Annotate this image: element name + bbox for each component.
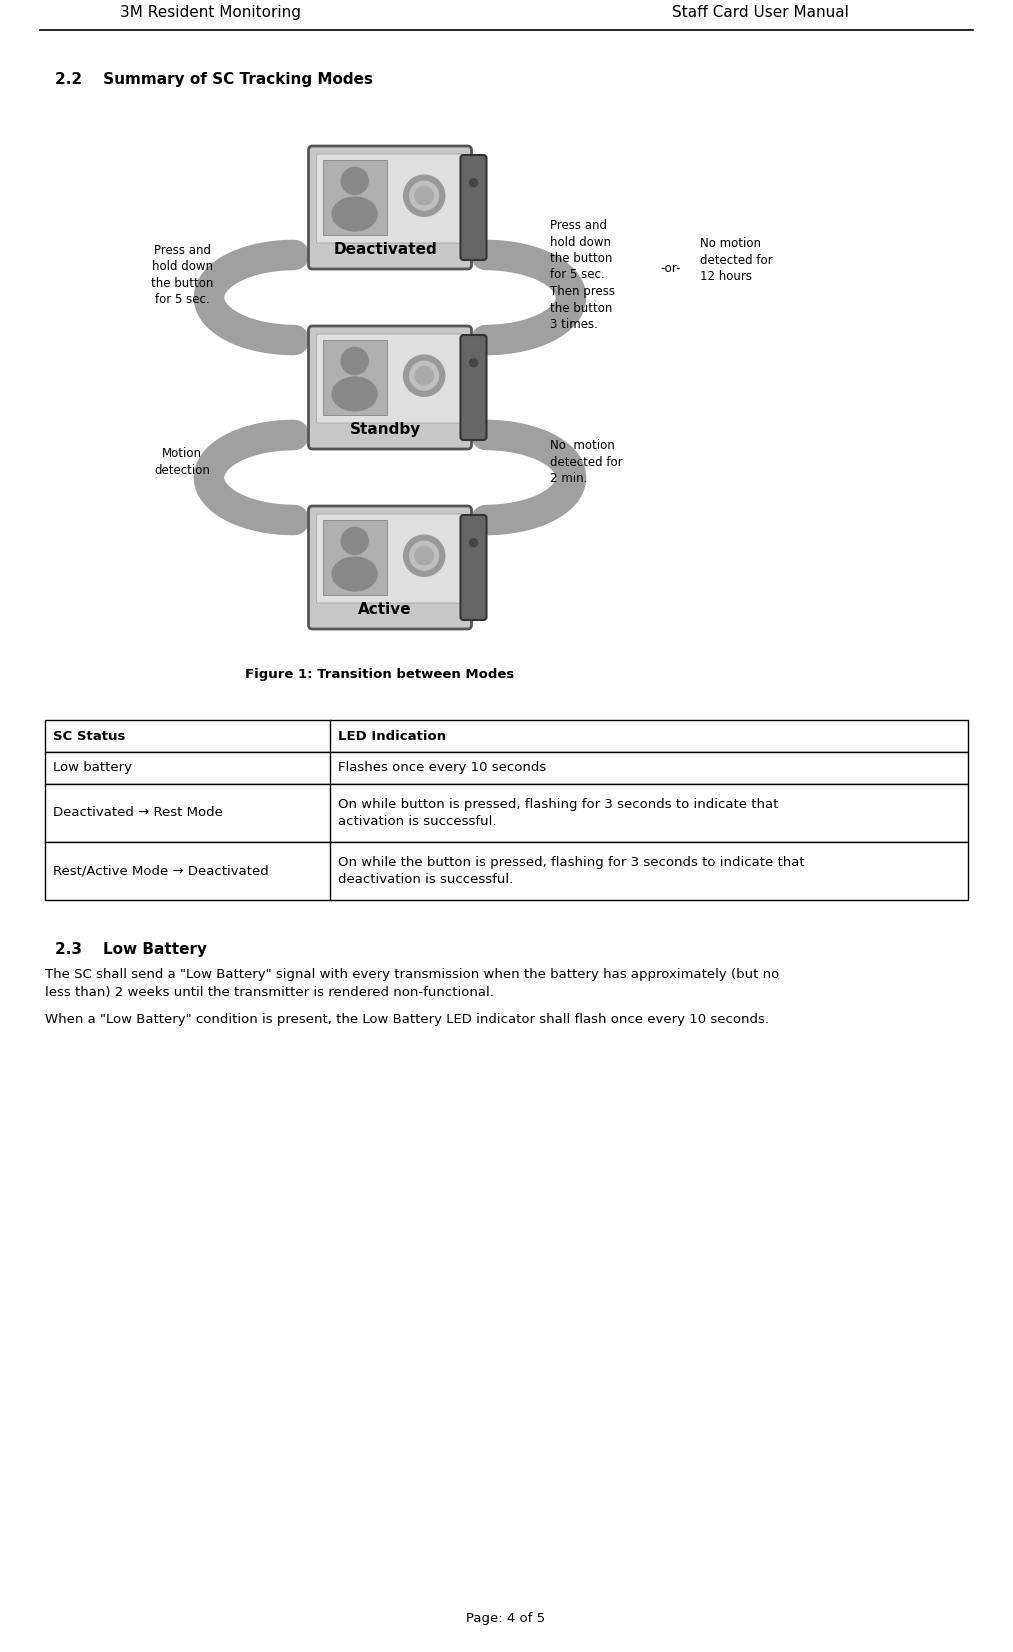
FancyBboxPatch shape	[461, 155, 486, 259]
Circle shape	[469, 539, 477, 547]
Bar	[322, 160, 387, 235]
Circle shape	[403, 535, 445, 577]
Text: Page: 4 of 5: Page: 4 of 5	[466, 1612, 546, 1626]
Circle shape	[403, 355, 445, 396]
Text: Rest/Active Mode → Deactivated: Rest/Active Mode → Deactivated	[53, 864, 268, 877]
FancyBboxPatch shape	[316, 514, 464, 603]
Text: The SC shall send a "Low Battery" signal with every transmission when the batter: The SC shall send a "Low Battery" signal…	[45, 968, 779, 999]
Circle shape	[410, 362, 439, 390]
FancyBboxPatch shape	[461, 335, 486, 439]
Text: activation is successful.: activation is successful.	[338, 814, 496, 828]
Text: -or-: -or-	[660, 261, 681, 274]
Text: Standby: Standby	[349, 421, 420, 438]
Text: Low battery: Low battery	[53, 762, 132, 775]
Text: Flashes once every 10 seconds: Flashes once every 10 seconds	[338, 762, 546, 775]
FancyBboxPatch shape	[461, 515, 486, 620]
FancyBboxPatch shape	[316, 154, 464, 243]
Text: Motion
detection: Motion detection	[154, 448, 210, 477]
Circle shape	[410, 542, 439, 570]
Text: On while the button is pressed, flashing for 3 seconds to indicate that: On while the button is pressed, flashing…	[338, 856, 804, 869]
Bar	[45, 752, 968, 785]
Ellipse shape	[332, 197, 377, 231]
Circle shape	[341, 167, 368, 195]
Circle shape	[415, 187, 434, 205]
Text: deactivation is successful.: deactivation is successful.	[338, 872, 514, 885]
Circle shape	[415, 367, 434, 385]
Ellipse shape	[332, 557, 377, 591]
Text: SC Status: SC Status	[53, 730, 126, 742]
Text: Staff Card User Manual: Staff Card User Manual	[672, 5, 849, 20]
Circle shape	[410, 182, 439, 210]
Text: On while button is pressed, flashing for 3 seconds to indicate that: On while button is pressed, flashing for…	[338, 798, 778, 811]
Text: Press and
hold down
the button
for 5 sec.
Then press
the button
3 times.: Press and hold down the button for 5 sec…	[550, 220, 615, 330]
Text: When a "Low Battery" condition is present, the Low Battery LED indicator shall f: When a "Low Battery" condition is presen…	[45, 1013, 769, 1026]
Text: Active: Active	[359, 601, 412, 616]
FancyBboxPatch shape	[309, 145, 471, 269]
Circle shape	[469, 358, 477, 367]
Bar	[45, 843, 968, 900]
Bar	[322, 520, 387, 595]
Text: 3M Resident Monitoring: 3M Resident Monitoring	[120, 5, 301, 20]
Bar	[322, 340, 387, 415]
Text: Deactivated: Deactivated	[333, 241, 437, 258]
Circle shape	[341, 527, 368, 555]
Text: Press and
hold down
the button
for 5 sec.: Press and hold down the button for 5 sec…	[151, 244, 213, 306]
Bar	[45, 785, 968, 843]
FancyBboxPatch shape	[309, 506, 471, 629]
Text: No motion
detected for
12 hours: No motion detected for 12 hours	[700, 236, 773, 282]
Circle shape	[403, 175, 445, 216]
Text: 2.3    Low Battery: 2.3 Low Battery	[55, 942, 207, 957]
FancyBboxPatch shape	[309, 325, 471, 449]
Bar	[45, 720, 968, 752]
Circle shape	[469, 178, 477, 187]
Ellipse shape	[332, 377, 377, 411]
Circle shape	[415, 547, 434, 565]
Text: No  motion
detected for
2 min.: No motion detected for 2 min.	[550, 439, 623, 486]
Text: 2.2    Summary of SC Tracking Modes: 2.2 Summary of SC Tracking Modes	[55, 73, 373, 88]
FancyBboxPatch shape	[316, 334, 464, 423]
Text: Figure 1: Transition between Modes: Figure 1: Transition between Modes	[245, 667, 515, 681]
Text: LED Indication: LED Indication	[338, 730, 446, 742]
Circle shape	[341, 347, 368, 375]
Text: Deactivated → Rest Mode: Deactivated → Rest Mode	[53, 806, 223, 819]
